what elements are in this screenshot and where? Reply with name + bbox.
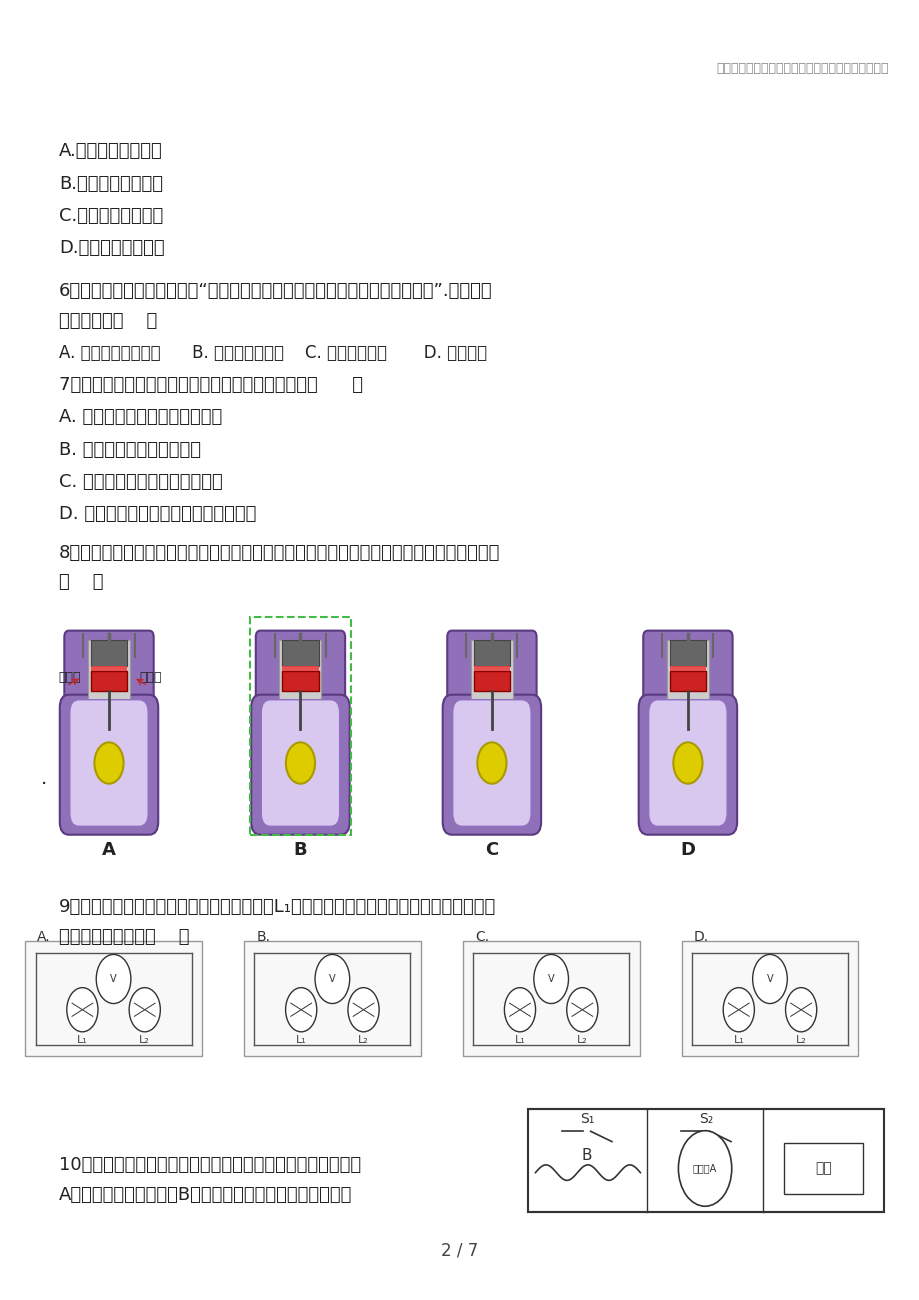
- Text: B. 汽车发动机用循环水冷却: B. 汽车发动机用循环水冷却: [59, 441, 200, 459]
- Text: V: V: [329, 974, 335, 984]
- Bar: [666, 641, 709, 705]
- Circle shape: [673, 742, 702, 784]
- Text: L₁: L₁: [296, 1035, 306, 1045]
- FancyBboxPatch shape: [70, 699, 148, 827]
- Text: D. 晚上向秧苗田里放水，以防冻坏秧苗: D. 晚上向秧苗田里放水，以防冻坏秧苗: [59, 506, 256, 524]
- Bar: [784, 1143, 862, 1195]
- Text: 7、下列事例中不是利用水的比热容大这一特性的是（      ）: 7、下列事例中不是利用水的比热容大这一特性的是（ ）: [59, 376, 362, 394]
- FancyBboxPatch shape: [447, 630, 536, 711]
- Text: 排气门: 排气门: [139, 671, 162, 684]
- Text: V: V: [547, 974, 554, 984]
- Bar: [91, 641, 127, 666]
- Text: V: V: [766, 974, 773, 984]
- Text: A.: A.: [38, 930, 51, 944]
- Circle shape: [566, 988, 597, 1032]
- Text: D.: D.: [693, 930, 709, 944]
- Text: L₁: L₁: [732, 1035, 743, 1045]
- Text: B: B: [293, 841, 307, 859]
- Circle shape: [477, 742, 506, 784]
- FancyBboxPatch shape: [261, 699, 339, 827]
- Bar: [91, 666, 127, 671]
- Circle shape: [504, 988, 535, 1032]
- Circle shape: [785, 988, 816, 1032]
- Text: 6．小阳对正在抽烟的爸爸说“吸烟不但危害您的健康，我和妈妈也在被动吸烟”.这句话的: 6．小阳对正在抽烟的爸爸说“吸烟不但危害您的健康，我和妈妈也在被动吸烟”.这句话…: [59, 282, 492, 300]
- FancyBboxPatch shape: [64, 630, 153, 711]
- Bar: [473, 671, 510, 690]
- FancyBboxPatch shape: [60, 694, 158, 835]
- Text: 示，其中正确的是（    ）: 示，其中正确的是（ ）: [59, 928, 189, 945]
- Text: V: V: [110, 974, 117, 984]
- Bar: [473, 641, 510, 666]
- Text: B.: B.: [255, 930, 270, 944]
- Text: L₂: L₂: [795, 1035, 806, 1045]
- Circle shape: [95, 742, 123, 784]
- Circle shape: [533, 954, 568, 1004]
- Bar: [91, 671, 127, 690]
- FancyBboxPatch shape: [244, 941, 420, 1056]
- Circle shape: [752, 954, 787, 1004]
- Bar: [282, 641, 318, 666]
- Bar: [669, 666, 706, 671]
- Bar: [279, 641, 321, 705]
- Bar: [88, 641, 130, 705]
- Circle shape: [96, 954, 130, 1004]
- Text: A. 分子在不停地运动      B. 分子间有作用力    C. 分子间有空隙       D. 分子很小: A. 分子在不停地运动 B. 分子间有作用力 C. 分子间有空隙 D. 分子很小: [59, 344, 486, 361]
- Bar: [669, 641, 706, 666]
- Text: A是吹风机（会送风），B是电热丝（会发热），则下列分析: A是吹风机（会送风），B是电热丝（会发热），则下列分析: [59, 1186, 352, 1204]
- Text: C.液态、气态、固态: C.液态、气态、固态: [59, 207, 163, 225]
- Text: 吸风机A: 吸风机A: [692, 1164, 717, 1174]
- Circle shape: [677, 1131, 731, 1206]
- Bar: [471, 641, 512, 705]
- Text: （    ）: （ ）: [59, 572, 103, 590]
- Text: .: .: [40, 768, 47, 788]
- Text: 9、在实验室练习电压表的使用时，为测量灯L₁两端的电压，四位同学连接的电路分别图所: 9、在实验室练习电压表的使用时，为测量灯L₁两端的电压，四位同学连接的电路分别图…: [59, 898, 495, 916]
- Text: L₂: L₂: [139, 1035, 150, 1045]
- Text: 电源: 电源: [814, 1161, 831, 1175]
- Text: L₂: L₂: [576, 1035, 587, 1045]
- Bar: [473, 666, 510, 671]
- Text: C. 让流动的热水流过散热器取暖: C. 让流动的热水流过散热器取暖: [59, 473, 222, 491]
- Text: A.固态、液态、气态: A.固态、液态、气态: [59, 143, 163, 160]
- Text: 进气门: 进气门: [59, 671, 81, 684]
- FancyBboxPatch shape: [442, 694, 540, 835]
- Text: B.气态、固态、液态: B.气态、固态、液态: [59, 174, 163, 192]
- Text: A. 在河流上建水电站，用水发电: A. 在河流上建水电站，用水发电: [59, 408, 221, 426]
- FancyBboxPatch shape: [642, 630, 732, 711]
- Text: C: C: [484, 841, 498, 859]
- FancyBboxPatch shape: [25, 941, 202, 1056]
- Text: 8、下图中的四个冲程不是按照热机正常工作的顺序排列的，你认为让汽车获得动力的冲程是: 8、下图中的四个冲程不是按照热机正常工作的顺序排列的，你认为让汽车获得动力的冲程…: [59, 545, 500, 562]
- Circle shape: [286, 742, 314, 784]
- Bar: [669, 671, 706, 690]
- Text: C.: C.: [474, 930, 489, 944]
- Bar: [282, 666, 318, 671]
- FancyBboxPatch shape: [462, 941, 639, 1056]
- Text: D: D: [680, 841, 695, 859]
- Text: 2 / 7: 2 / 7: [441, 1242, 478, 1260]
- Circle shape: [347, 988, 379, 1032]
- FancyBboxPatch shape: [255, 630, 345, 711]
- FancyBboxPatch shape: [681, 941, 857, 1056]
- Text: B: B: [581, 1148, 592, 1162]
- FancyBboxPatch shape: [251, 694, 349, 835]
- Text: S₁: S₁: [579, 1112, 594, 1126]
- Text: A: A: [102, 841, 116, 859]
- Circle shape: [722, 988, 754, 1032]
- Text: 科学依据是（    ）: 科学依据是（ ）: [59, 312, 157, 330]
- Text: 10、如图所示是一个能吹出冷热风的电吹风简化电路图，图中: 10、如图所示是一个能吹出冷热风的电吹风简化电路图，图中: [59, 1156, 360, 1174]
- FancyBboxPatch shape: [648, 699, 726, 827]
- Circle shape: [314, 954, 349, 1004]
- Bar: [282, 671, 318, 690]
- Bar: [528, 1109, 883, 1212]
- FancyBboxPatch shape: [638, 694, 736, 835]
- Text: L₁: L₁: [514, 1035, 525, 1045]
- FancyBboxPatch shape: [452, 699, 530, 827]
- Circle shape: [285, 988, 316, 1032]
- Text: L₂: L₂: [357, 1035, 369, 1045]
- Text: 文档供参考，可复制、编制，期待您的好评与关注！: 文档供参考，可复制、编制，期待您的好评与关注！: [715, 62, 888, 75]
- Text: D.固态、气态、液态: D.固态、气态、液态: [59, 239, 165, 257]
- Text: L₁: L₁: [77, 1035, 87, 1045]
- Circle shape: [67, 988, 97, 1032]
- Text: S₂: S₂: [698, 1112, 712, 1126]
- Circle shape: [129, 988, 160, 1032]
